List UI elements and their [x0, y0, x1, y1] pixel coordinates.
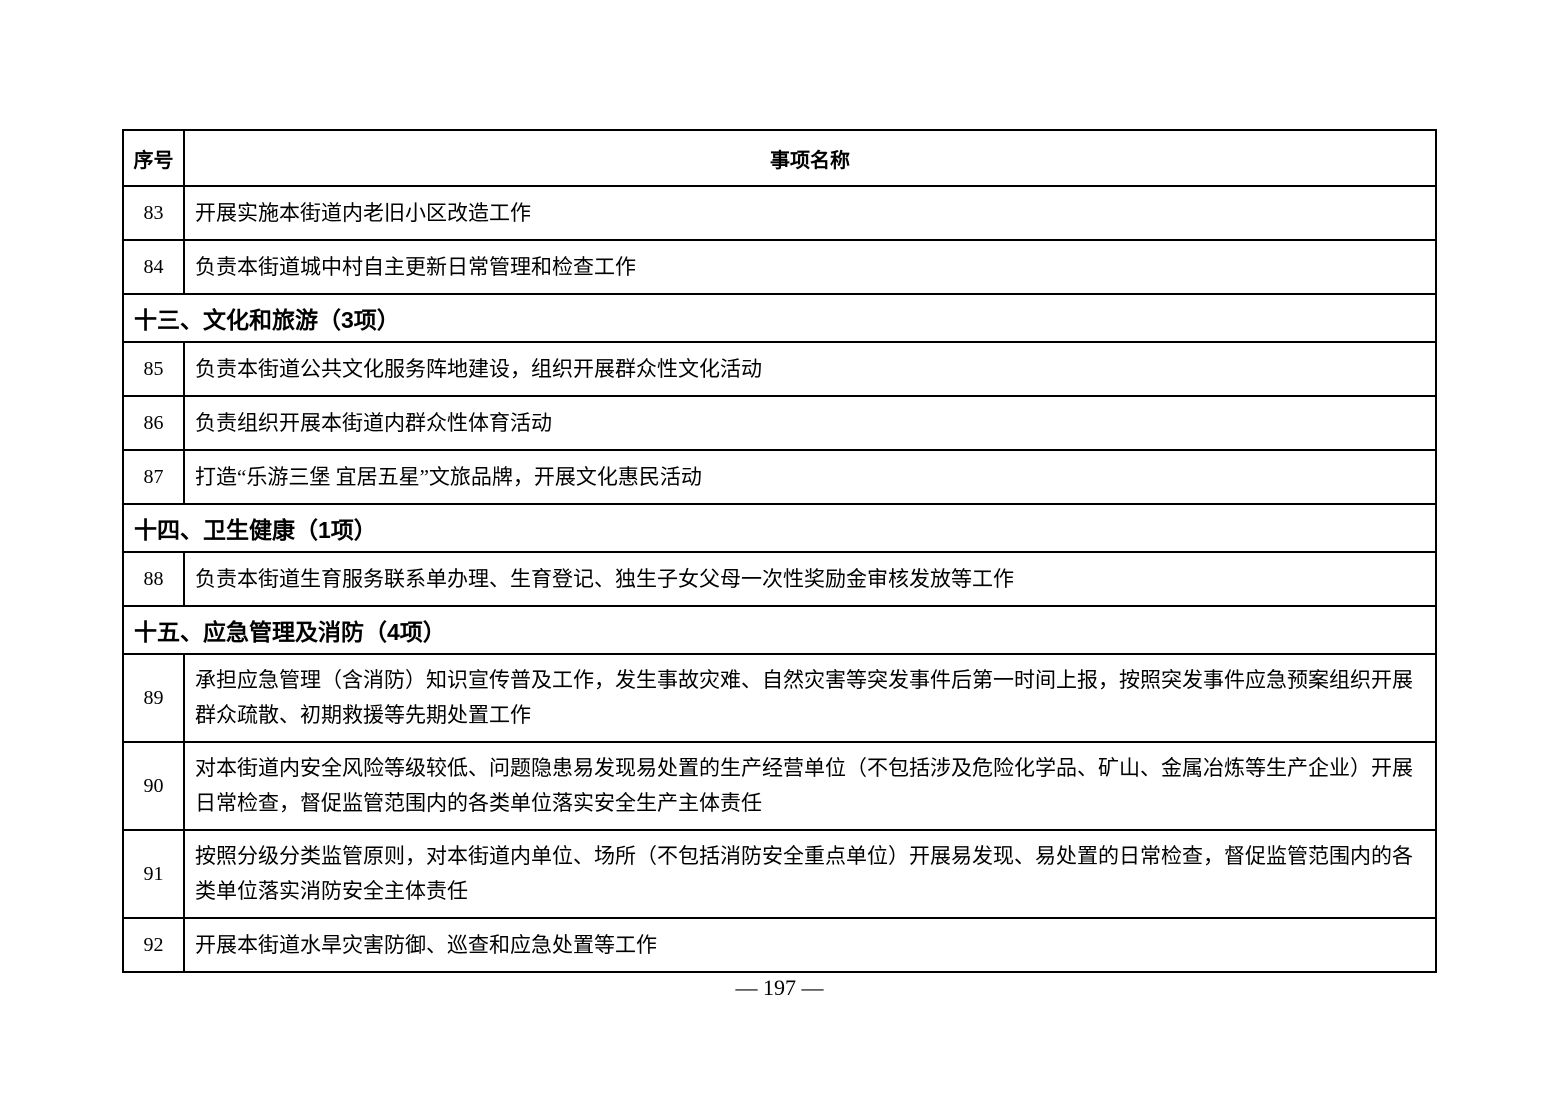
table-row: 91 按照分级分类监管原则，对本街道内单位、场所（不包括消防安全重点单位）开展易发…: [122, 829, 1437, 919]
row-number: 91: [122, 829, 185, 919]
item-text: 负责本街道城中村自主更新日常管理和检查工作: [183, 239, 1437, 295]
item-text: 负责本街道公共文化服务阵地建设，组织开展群众性文化活动: [183, 341, 1437, 397]
table-row: 90 对本街道内安全风险等级较低、问题隐患易发现易处置的生产经营单位（不包括涉及危…: [122, 741, 1437, 831]
header-row: 序号 事项名称: [122, 129, 1437, 187]
item-text: 开展实施本街道内老旧小区改造工作: [183, 185, 1437, 241]
table-body: 83 开展实施本街道内老旧小区改造工作 84 负责本街道城中村自主更新日常管理和检查工…: [122, 185, 1437, 973]
page-footer: — 197 —: [0, 975, 1559, 1001]
table-row: 89 承担应急管理（含消防）知识宣传普及工作，发生事故灾难、自然灾害等突发事件后第…: [122, 653, 1437, 743]
table-row: 83 开展实施本街道内老旧小区改造工作: [122, 185, 1437, 241]
column-header-name: 事项名称: [183, 129, 1437, 187]
table-row: 84 负责本街道城中村自主更新日常管理和检查工作: [122, 239, 1437, 295]
row-number: 87: [122, 449, 185, 505]
table-row: 86 负责组织开展本街道内群众性体育活动: [122, 395, 1437, 451]
row-number: 88: [122, 551, 185, 607]
item-text: 打造“乐游三堡 宜居五星”文旅品牌，开展文化惠民活动: [183, 449, 1437, 505]
row-number: 86: [122, 395, 185, 451]
section-title: 十五、应急管理及消防（4项）: [122, 605, 1437, 655]
item-text: 对本街道内安全风险等级较低、问题隐患易发现易处置的生产经营单位（不包括涉及危险化…: [183, 741, 1437, 831]
row-number: 85: [122, 341, 185, 397]
item-text: 按照分级分类监管原则，对本街道内单位、场所（不包括消防安全重点单位）开展易发现、…: [183, 829, 1437, 919]
page-number: — 197 —: [735, 975, 824, 1000]
table-row: 88 负责本街道生育服务联系单办理、生育登记、独生子女父母一次性奖励金审核发放等工…: [122, 551, 1437, 607]
item-text: 承担应急管理（含消防）知识宣传普及工作，发生事故灾难、自然灾害等突发事件后第一时…: [183, 653, 1437, 743]
item-text: 负责组织开展本街道内群众性体育活动: [183, 395, 1437, 451]
table-row: 85 负责本街道公共文化服务阵地建设，组织开展群众性文化活动: [122, 341, 1437, 397]
row-number: 84: [122, 239, 185, 295]
item-text: 开展本街道水旱灾害防御、巡查和应急处置等工作: [183, 917, 1437, 973]
table-row: 92 开展本街道水旱灾害防御、巡查和应急处置等工作: [122, 917, 1437, 973]
row-number: 92: [122, 917, 185, 973]
item-text: 负责本街道生育服务联系单办理、生育登记、独生子女父母一次性奖励金审核发放等工作: [183, 551, 1437, 607]
row-number: 89: [122, 653, 185, 743]
table-row: 87 打造“乐游三堡 宜居五星”文旅品牌，开展文化惠民活动: [122, 449, 1437, 505]
section-title: 十四、卫生健康（1项）: [122, 503, 1437, 553]
items-table: 序号 事项名称 83 开展实施本街道内老旧小区改造工作 84 负责本街道城中村自主更新…: [122, 129, 1437, 973]
column-header-number: 序号: [122, 129, 185, 187]
section-title: 十三、文化和旅游（3项）: [122, 293, 1437, 343]
row-number: 90: [122, 741, 185, 831]
section-row: 十五、应急管理及消防（4项）: [122, 605, 1437, 655]
section-row: 十四、卫生健康（1项）: [122, 503, 1437, 553]
section-row: 十三、文化和旅游（3项）: [122, 293, 1437, 343]
row-number: 83: [122, 185, 185, 241]
